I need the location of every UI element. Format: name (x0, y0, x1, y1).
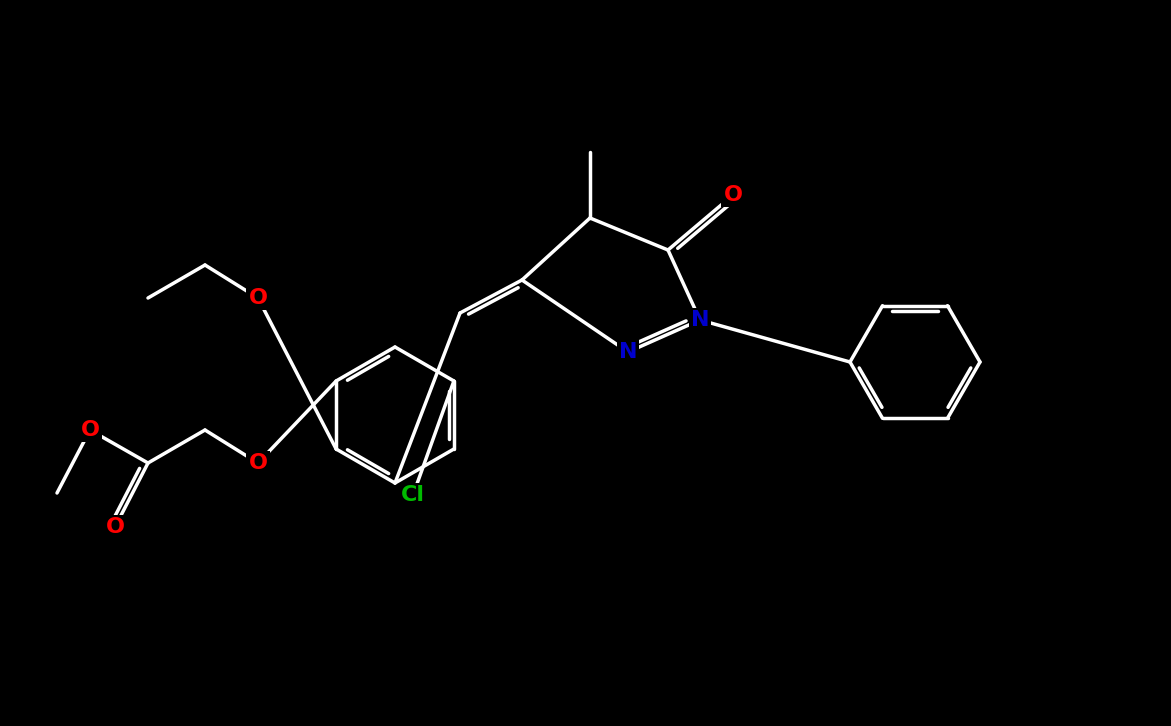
Text: O: O (105, 517, 124, 537)
Text: N: N (691, 310, 710, 330)
Text: N: N (618, 342, 637, 362)
Text: O: O (248, 288, 267, 308)
Text: O: O (81, 420, 100, 440)
Text: Cl: Cl (400, 485, 425, 505)
Text: O: O (724, 185, 742, 205)
Text: O: O (248, 453, 267, 473)
